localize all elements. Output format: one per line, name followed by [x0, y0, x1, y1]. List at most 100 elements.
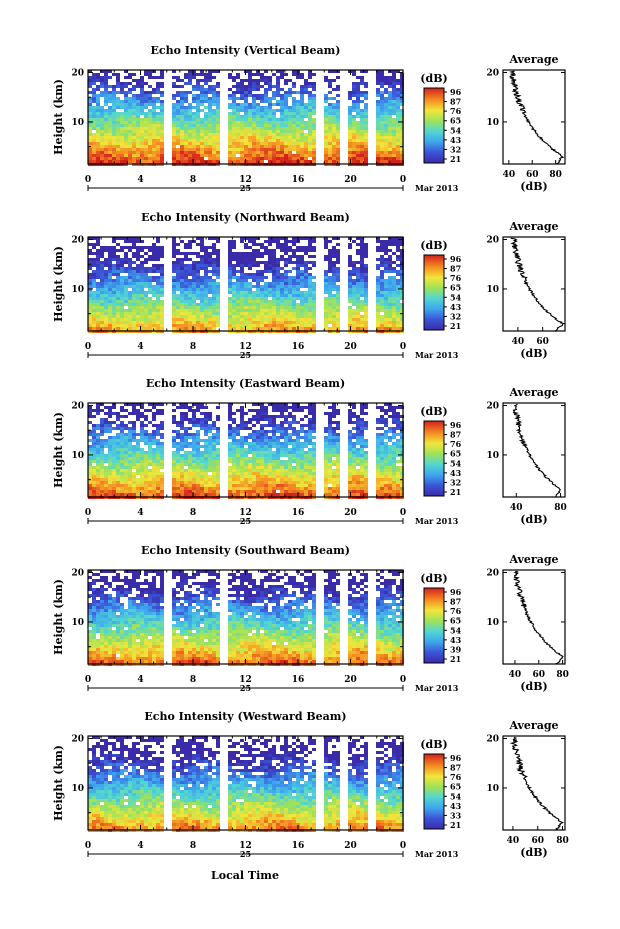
heatmap-cell — [392, 73, 396, 76]
heatmap-cell — [124, 469, 128, 472]
heatmap-cell — [244, 103, 248, 106]
y-axis-label: Height (km) — [52, 246, 65, 322]
heatmap-cell — [400, 258, 404, 261]
heatmap-cell — [128, 297, 132, 300]
heatmap-cell — [244, 282, 248, 285]
heatmap-cell — [228, 472, 232, 475]
heatmap-cell — [280, 103, 284, 106]
heatmap-cell — [360, 121, 364, 124]
heatmap-cell — [180, 439, 184, 442]
heatmap-cell — [120, 487, 124, 490]
heatmap-cell — [256, 85, 260, 88]
heatmap-cell — [108, 136, 112, 139]
heatmap-cell — [204, 321, 208, 324]
heatmap-cell — [128, 445, 132, 448]
heatmap-cell — [100, 433, 104, 436]
heatmap-cell — [144, 324, 148, 327]
heatmap-cell — [92, 415, 96, 418]
heatmap-cell — [356, 121, 360, 124]
heatmap-cell — [88, 273, 92, 276]
heatmap-cell — [304, 249, 308, 252]
heatmap-cell — [360, 318, 364, 321]
heatmap-cell — [160, 112, 164, 115]
heatmap-cell — [140, 460, 144, 463]
heatmap-cell — [296, 264, 300, 267]
heatmap-cell — [136, 145, 140, 148]
heatmap-cell — [176, 451, 180, 454]
heatmap-cell — [324, 79, 328, 82]
heatmap-cell — [148, 457, 152, 460]
heatmap-cell — [128, 112, 132, 115]
heatmap-cell — [228, 436, 232, 439]
heatmap-cell — [100, 487, 104, 490]
heatmap-cell — [268, 270, 272, 273]
heatmap-cell — [336, 267, 340, 270]
heatmap-cell — [136, 157, 140, 160]
heatmap-cell — [132, 472, 136, 475]
heatmap-cell — [104, 151, 108, 154]
heatmap-cell — [360, 324, 364, 327]
heatmap-cell — [352, 297, 356, 300]
heatmap-cell — [104, 306, 108, 309]
heatmap-cell — [140, 249, 144, 252]
heatmap-cell — [304, 124, 308, 127]
heatmap-cell — [148, 118, 152, 121]
heatmap-cell — [268, 324, 272, 327]
heatmap-cell — [156, 115, 160, 118]
heatmap-cell — [180, 460, 184, 463]
heatmap-cell — [88, 327, 92, 330]
heatmap-cell — [288, 294, 292, 297]
heatmap-cell — [228, 88, 232, 91]
heatmap-cell — [192, 433, 196, 436]
heatmap-cell — [272, 112, 276, 115]
heatmap-cell — [244, 252, 248, 255]
heatmap-cell — [280, 127, 284, 130]
heatmap-cell — [228, 103, 232, 106]
heatmap-cell — [400, 243, 404, 246]
heatmap-cell — [276, 324, 280, 327]
heatmap-cell — [348, 270, 352, 273]
heatmap-cell — [328, 258, 332, 261]
heatmap-cell — [108, 255, 112, 258]
heatmap-cell — [88, 112, 92, 115]
heatmap-cell — [204, 288, 208, 291]
heatmap-cell — [144, 490, 148, 493]
heatmap-cell — [228, 73, 232, 76]
heatmap-cell — [244, 264, 248, 267]
heatmap-cell — [184, 412, 188, 415]
heatmap-cell — [120, 282, 124, 285]
heatmap-cell — [388, 82, 392, 85]
heatmap-cell — [116, 127, 120, 130]
heatmap-cell — [296, 145, 300, 148]
heatmap-cell — [216, 457, 220, 460]
heatmap-cell — [88, 285, 92, 288]
heatmap-cell — [188, 300, 192, 303]
heatmap-cell — [100, 148, 104, 151]
heatmap-cell — [184, 148, 188, 151]
heatmap-cell — [288, 157, 292, 160]
heatmap-cell — [88, 321, 92, 324]
heatmap-cell — [216, 109, 220, 112]
heatmap-cell — [100, 261, 104, 264]
heatmap-cell — [240, 121, 244, 124]
heatmap-cell — [116, 255, 120, 258]
heatmap-cell — [200, 133, 204, 136]
heatmap-cell — [328, 252, 332, 255]
heatmap-cell — [240, 294, 244, 297]
heatmap-cell — [160, 442, 164, 445]
heatmap-cell — [192, 112, 196, 115]
heatmap-cell — [208, 300, 212, 303]
heatmap-cell — [232, 106, 236, 109]
heatmap-cell — [148, 139, 152, 142]
heatmap-cell — [240, 85, 244, 88]
heatmap-cell — [112, 469, 116, 472]
heatmap-cell — [128, 88, 132, 91]
heatmap-cell — [172, 157, 176, 160]
heatmap-cell — [208, 160, 212, 163]
colorbar-tick-label: 43 — [450, 135, 462, 145]
heatmap-cell — [228, 246, 232, 249]
heatmap-cell — [172, 255, 176, 258]
heatmap-cell — [156, 321, 160, 324]
heatmap-cell — [200, 142, 204, 145]
heatmap-cell — [328, 157, 332, 160]
